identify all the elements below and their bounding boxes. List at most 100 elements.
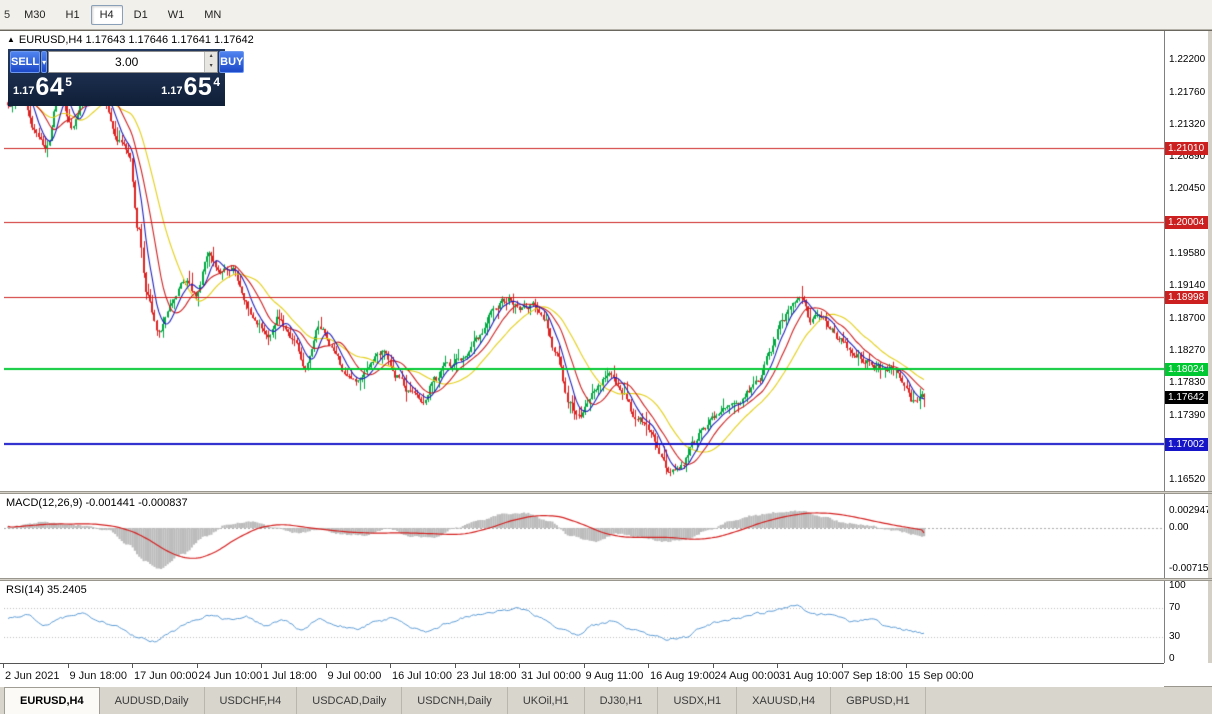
rsi-panel-canvas[interactable] [4, 581, 1164, 663]
hline-price-badge: 1.20004 [1165, 216, 1209, 230]
buy-button[interactable]: BUY [219, 51, 245, 73]
time-axis-label: 9 Jul 00:00 [327, 670, 382, 682]
rsi-axis-label: 30 [1169, 630, 1181, 642]
price-axis-label: 1.20450 [1169, 183, 1206, 195]
volume-spinner: ▴ ▾ [204, 52, 218, 72]
chart-tab-audusd-daily[interactable]: AUDUSD,Daily [100, 687, 205, 714]
time-axis-label: 17 Jun 00:00 [134, 670, 198, 682]
time-axis-tick [67, 664, 69, 668]
price-axis-label: 1.21760 [1169, 86, 1206, 98]
time-axis-tick [583, 664, 585, 668]
volume-dropdown-button[interactable]: ▾ [41, 51, 48, 73]
macd-axis-label: -0.007151 [1169, 563, 1212, 575]
chart-tab-usdx-h1[interactable]: USDX,H1 [658, 687, 738, 714]
volume-increase-icon[interactable]: ▴ [205, 52, 218, 62]
price-chart-canvas[interactable] [4, 47, 1164, 491]
price-axis-label: 1.18700 [1169, 312, 1206, 324]
time-axis-label: 15 Sep 00:00 [908, 670, 974, 682]
chart-tab-usdchf-h4[interactable]: USDCHF,H4 [205, 687, 298, 714]
one-click-toggle-icon[interactable]: ▲ [7, 35, 15, 44]
time-axis-label: 23 Jul 18:00 [456, 670, 517, 682]
chart-tab-eurusd-h4[interactable]: EURUSD,H4 [4, 687, 100, 714]
time-axis-tick [390, 664, 391, 668]
time-axis-label: 1 Jul 18:00 [263, 670, 317, 682]
chart-tab-xauusd-h4[interactable]: XAUUSD,H4 [737, 687, 832, 714]
hline-price-badge: 1.17002 [1165, 438, 1209, 452]
timeframe-button-m30[interactable]: M30 [24, 8, 46, 21]
timeframe-button-d1[interactable]: D1 [133, 8, 148, 21]
one-click-trading-panel: SELL ▾ ▴ ▾ BUY 1.17 64 5 1.1 [8, 49, 245, 106]
time-axis[interactable]: 2 Jun 2021 9 Jun 18:00 17 Jun 00:00 24 Jun … [0, 663, 1164, 687]
time-axis-tick [841, 664, 843, 668]
price-axis-label: 1.18270 [1169, 344, 1206, 356]
time-axis-tick [196, 664, 198, 668]
rsi-indicator-label: RSI(14) 35.2405 [6, 584, 87, 596]
time-axis-label: 7 Sep 18:00 [843, 670, 903, 682]
trade-prices-row: 1.17 64 5 1.17 65 4 [10, 73, 223, 101]
current-price-badge: 1.17642 [1165, 391, 1209, 405]
price-axis-label: 1.16520 [1169, 473, 1206, 485]
time-axis-tick [325, 664, 327, 668]
timeframe-button-w1[interactable]: W1 [167, 8, 185, 21]
time-axis-label: 2 Jun 2021 [5, 670, 60, 682]
chart-tab-gbpusd-h1[interactable]: GBPUSD,H1 [831, 687, 926, 714]
time-axis-label: 24 Jun 10:00 [198, 670, 263, 682]
price-axis-label: 1.22200 [1169, 54, 1206, 65]
timeframe-button-h4[interactable]: H4 [90, 4, 123, 25]
macd-axis-label: 0.002947 [1169, 504, 1211, 516]
window-edge-strip [1208, 31, 1212, 663]
time-axis-tick [648, 664, 649, 668]
sell-price-prefix: 1.17 [13, 85, 35, 97]
time-axis-tick [454, 664, 456, 668]
price-axis-label: 1.17390 [1169, 409, 1206, 421]
sell-price-display[interactable]: 1.17 64 5 [13, 74, 72, 101]
time-axis-tick [519, 664, 520, 668]
hline-price-badge: 1.18998 [1165, 290, 1209, 304]
rsi-axis-label: 0 [1169, 652, 1175, 664]
chart-tab-ukoil-h1[interactable]: UKOil,H1 [508, 687, 585, 714]
timeframe-button-partial[interactable]: 5 [4, 8, 11, 21]
time-axis-label: 16 Jul 10:00 [392, 670, 452, 682]
trade-controls-row: SELL ▾ ▴ ▾ BUY [10, 51, 245, 73]
hline-price-badge: 1.18024 [1165, 362, 1209, 376]
buy-price-display[interactable]: 1.17 65 4 [161, 74, 220, 101]
sell-price-pip: 5 [65, 75, 72, 89]
timeframe-toolbar: 5 M30 H1 H4 D1 W1 MN [0, 0, 1212, 30]
price-axis-label: 1.21320 [1169, 119, 1206, 131]
volume-input[interactable] [49, 52, 205, 72]
time-axis-tick [712, 664, 714, 668]
price-axis-label: 1.19140 [1169, 280, 1206, 292]
time-axis-label: 31 Aug 10:00 [779, 670, 844, 682]
macd-indicator-label: MACD(12,26,9) -0.001441 -0.000837 [6, 497, 188, 509]
time-axis-label: 9 Jun 18:00 [69, 670, 128, 682]
volume-decrease-icon[interactable]: ▾ [205, 62, 218, 72]
time-axis-label: 24 Aug 00:00 [714, 670, 780, 682]
volume-box: ▴ ▾ [48, 51, 219, 73]
macd-panel-splitter[interactable] [0, 491, 1212, 494]
timeframe-buttons: M30 H1 H4 D1 W1 MN [15, 4, 230, 25]
chart-window: ▲ EURUSD,H4 1.17643 1.17646 1.17641 1.176… [0, 30, 1212, 687]
rsi-panel-splitter[interactable] [0, 578, 1212, 581]
rsi-axis-label: 70 [1169, 601, 1181, 613]
timeframe-button-mn[interactable]: MN [204, 8, 222, 21]
rsi-axis-label: 100 [1169, 580, 1186, 592]
ohlc-header: ▲ EURUSD,H4 1.17643 1.17646 1.17641 1.176… [7, 34, 254, 46]
time-axis-label: 9 Aug 11:00 [585, 670, 644, 682]
price-axis-label: 1.17830 [1169, 377, 1206, 389]
ohlc-title: EURUSD,H4 1.17643 1.17646 1.17641 1.1764… [18, 34, 254, 46]
chart-tab-usdcad-daily[interactable]: USDCAD,Daily [297, 687, 403, 714]
time-axis-tick [3, 664, 4, 668]
buy-price-prefix: 1.17 [161, 85, 183, 97]
buy-price-big: 65 [183, 73, 213, 101]
timeframe-button-h1[interactable]: H1 [65, 8, 80, 21]
time-axis-tick [777, 664, 778, 668]
chevron-down-icon: ▾ [42, 57, 47, 67]
chart-tab-dj30-h1[interactable]: DJ30,H1 [585, 687, 659, 714]
sell-button[interactable]: SELL [10, 51, 41, 73]
chart-tab-usdcnh-daily[interactable]: USDCNH,Daily [402, 687, 508, 714]
price-axis-label: 1.19580 [1169, 247, 1206, 259]
price-axis[interactable]: 1.22200 1.21760 1.21320 1.20890 1.20450 1.200… [1164, 31, 1212, 664]
time-axis-label: 31 Jul 00:00 [521, 670, 581, 682]
macd-panel-canvas[interactable] [4, 494, 1164, 578]
